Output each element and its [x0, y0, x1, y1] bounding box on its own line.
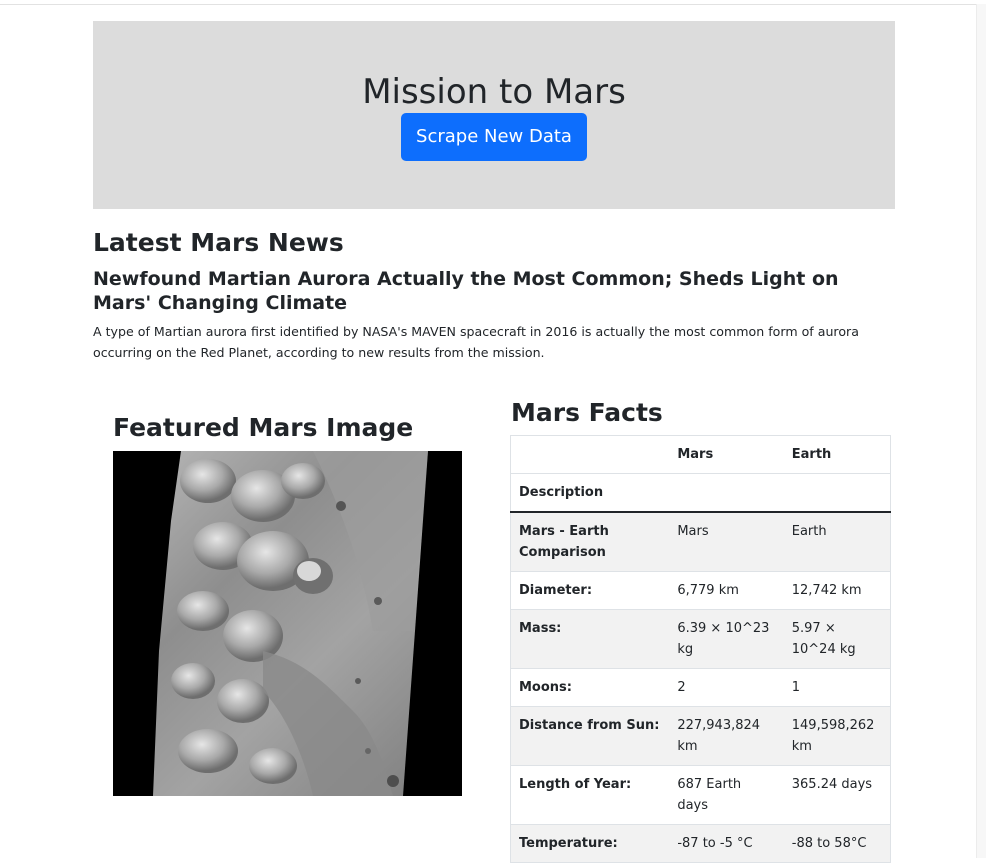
mars-value: Mars — [669, 511, 784, 572]
earth-value: Earth — [783, 511, 891, 572]
page-scrollbar[interactable] — [976, 4, 986, 858]
table-row: Moons: 2 1 — [510, 668, 891, 707]
table-header-row: Mars Earth — [510, 435, 891, 474]
table-row: Temperature: -87 to -5 °C -88 to 58°C — [510, 824, 891, 863]
row-label: Diameter: — [510, 571, 670, 610]
mars-value: 6,779 km — [669, 571, 784, 610]
news-section-heading: Latest Mars News — [93, 228, 344, 257]
featured-image-heading: Featured Mars Image — [113, 413, 414, 442]
browser-top-border — [0, 0, 986, 5]
news-title: Newfound Martian Aurora Actually the Mos… — [93, 268, 839, 314]
column-header-earth: Earth — [783, 435, 891, 474]
row-label: Length of Year: — [510, 765, 670, 825]
row-label: Moons: — [510, 668, 670, 707]
table-row: Diameter: 6,779 km 12,742 km — [510, 571, 891, 610]
column-header-blank — [510, 435, 670, 474]
table-row: Mass: 6.39 × 10^23 kg 5.97 × 10^24 kg — [510, 609, 891, 669]
earth-value: 5.97 × 10^24 kg — [783, 609, 891, 669]
table-index-row: Description — [510, 473, 891, 513]
mars-facts-table: Mars Earth Description Mars - Earth Comp… — [510, 435, 891, 863]
mars-facts-heading: Mars Facts — [511, 398, 663, 427]
jumbotron: Mission to Mars Scrape New Data — [93, 21, 895, 209]
table-row: Length of Year: 687 Earth days 365.24 da… — [510, 765, 891, 825]
page-title: Mission to Mars — [362, 72, 626, 112]
mars-value: 227,943,824 km — [669, 706, 784, 766]
mars-value: 687 Earth days — [669, 765, 784, 825]
earth-value: -88 to 58°C — [783, 824, 891, 863]
index-blank-earth — [783, 473, 891, 513]
table-row: Mars - Earth Comparison Mars Earth — [510, 511, 891, 572]
earth-value: 149,598,262 km — [783, 706, 891, 766]
row-label: Mass: — [510, 609, 670, 669]
index-label: Description — [510, 473, 670, 513]
earth-value: 12,742 km — [783, 571, 891, 610]
index-blank-mars — [669, 473, 784, 513]
row-label: Mars - Earth Comparison — [510, 511, 670, 572]
column-header-mars: Mars — [669, 435, 784, 474]
row-label: Temperature: — [510, 824, 670, 863]
news-paragraph: A type of Martian aurora first identifie… — [93, 324, 859, 360]
mars-value: -87 to -5 °C — [669, 824, 784, 863]
earth-value: 365.24 days — [783, 765, 891, 825]
mars-value: 2 — [669, 668, 784, 707]
featured-mars-image — [113, 451, 462, 796]
row-label: Distance from Sun: — [510, 706, 670, 766]
scrape-new-data-button[interactable]: Scrape New Data — [401, 113, 587, 161]
mars-value: 6.39 × 10^23 kg — [669, 609, 784, 669]
table-row: Distance from Sun: 227,943,824 km 149,59… — [510, 706, 891, 766]
earth-value: 1 — [783, 668, 891, 707]
